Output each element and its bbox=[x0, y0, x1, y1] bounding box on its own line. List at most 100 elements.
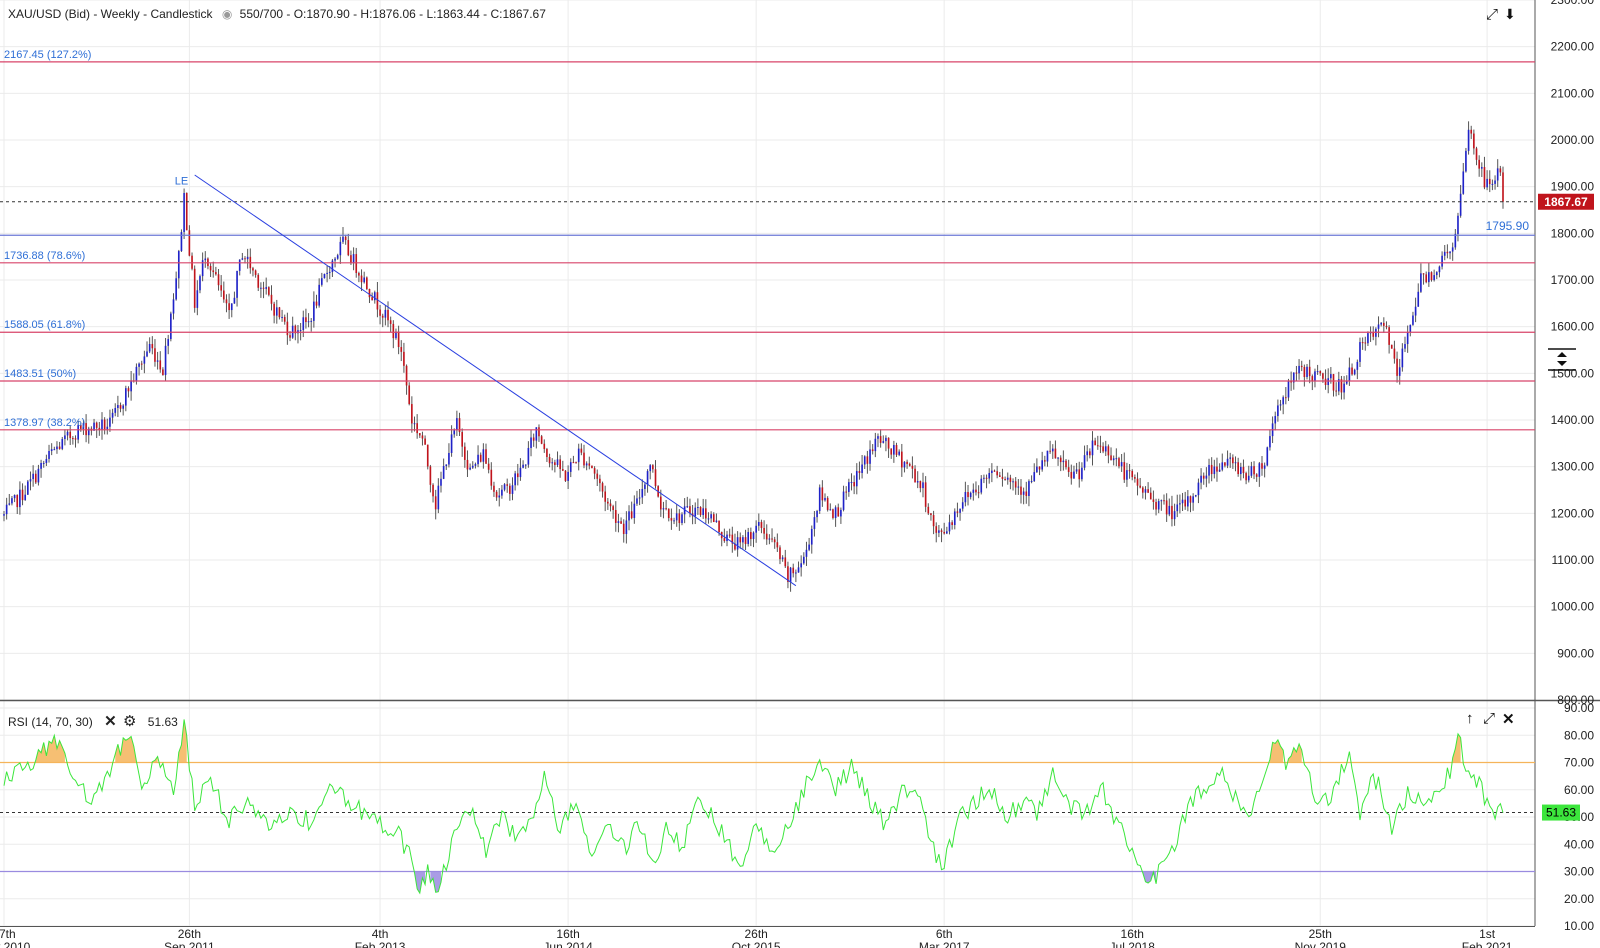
candle-body bbox=[363, 277, 366, 283]
x-axis-label-day: 17th bbox=[0, 927, 16, 941]
candle-body bbox=[546, 448, 548, 458]
candle-body bbox=[429, 466, 432, 485]
candle-body bbox=[739, 537, 742, 543]
candle-body bbox=[1332, 374, 1335, 391]
candle-body bbox=[278, 307, 281, 318]
candle-body bbox=[877, 436, 879, 439]
candle-body bbox=[421, 435, 424, 439]
rsi-axis-label: 90.00 bbox=[1564, 701, 1594, 715]
candle-body bbox=[535, 427, 538, 441]
candle-body bbox=[765, 533, 768, 540]
candle-body bbox=[975, 489, 977, 493]
candle-body bbox=[1012, 481, 1014, 483]
candle-body bbox=[953, 511, 956, 525]
candle-body bbox=[524, 464, 527, 466]
fib-level-label: 2167.45 (127.2%) bbox=[4, 49, 91, 61]
candle-body bbox=[1232, 457, 1234, 464]
candle-body bbox=[416, 423, 418, 434]
candle-body bbox=[1057, 457, 1059, 459]
candle-body bbox=[789, 567, 792, 582]
candle-body bbox=[538, 427, 540, 437]
candle-body bbox=[450, 434, 453, 453]
candle-body bbox=[1441, 255, 1443, 267]
candle-body bbox=[1073, 471, 1075, 479]
candle-body bbox=[397, 331, 400, 348]
grid bbox=[0, 0, 1535, 927]
candle-body bbox=[1420, 273, 1422, 292]
candle-body bbox=[334, 258, 336, 261]
candle-body bbox=[863, 456, 866, 465]
candle-body bbox=[328, 271, 331, 273]
candle-body bbox=[1306, 366, 1308, 378]
candle-body bbox=[675, 513, 678, 521]
rsi-overbought-fill bbox=[115, 736, 137, 763]
candle-body bbox=[718, 520, 720, 533]
candle-body bbox=[511, 485, 514, 494]
candle-body bbox=[1194, 495, 1197, 497]
candle-body bbox=[1367, 333, 1369, 344]
candle-body bbox=[1422, 273, 1425, 275]
candle-body bbox=[625, 520, 628, 535]
expand-icon[interactable]: ⤢ bbox=[1486, 6, 1499, 23]
eye-icon[interactable]: ◉ bbox=[221, 7, 233, 21]
candle-body bbox=[1128, 470, 1131, 472]
candle-body bbox=[273, 303, 275, 316]
candle-body bbox=[609, 503, 612, 507]
candle-body bbox=[670, 518, 673, 521]
candle-body bbox=[1388, 327, 1390, 345]
download-icon[interactable]: ⬇ bbox=[1504, 6, 1516, 22]
candle-body bbox=[930, 513, 932, 516]
rsi-value-badge-label: 51.63 bbox=[1546, 806, 1576, 820]
candle-body bbox=[601, 483, 604, 492]
candle-body bbox=[140, 363, 143, 365]
candle-body bbox=[728, 534, 731, 536]
candle-body bbox=[1245, 473, 1247, 481]
candle-body bbox=[477, 454, 479, 465]
close-icon[interactable]: ✕ bbox=[104, 713, 117, 730]
candle-body bbox=[117, 405, 119, 409]
candle-body bbox=[445, 464, 448, 467]
candle-body bbox=[1401, 348, 1404, 368]
candle-body bbox=[1340, 379, 1343, 393]
close-icon[interactable]: ✕ bbox=[1502, 711, 1515, 728]
candle-body bbox=[1473, 133, 1475, 149]
candle-body bbox=[893, 445, 895, 455]
fib-level-label: 1588.05 (61.8%) bbox=[4, 319, 85, 331]
candle-body bbox=[130, 380, 132, 392]
candle-body bbox=[585, 463, 588, 466]
candle-body bbox=[850, 482, 853, 484]
scale-icon-arrows bbox=[1557, 352, 1567, 366]
candle-body bbox=[662, 508, 665, 510]
candle-body bbox=[1131, 471, 1134, 478]
candle-body bbox=[21, 489, 24, 501]
candle-body bbox=[61, 439, 64, 449]
candle-body bbox=[275, 307, 278, 316]
candle-body bbox=[1086, 451, 1089, 456]
candle-body bbox=[710, 514, 712, 519]
x-axis-label-month: May 2010 bbox=[0, 940, 31, 948]
candle-body bbox=[554, 462, 556, 465]
candle-body bbox=[5, 504, 8, 515]
candle-body bbox=[252, 268, 254, 271]
candle-body bbox=[215, 272, 217, 275]
candle-body bbox=[1094, 440, 1096, 446]
candle-body bbox=[1359, 342, 1361, 362]
candle-body bbox=[461, 432, 463, 447]
candle-body bbox=[548, 457, 551, 464]
move-up-icon[interactable]: ↑ bbox=[1466, 710, 1474, 727]
candle-body bbox=[998, 475, 1001, 477]
candle-body bbox=[1277, 405, 1279, 417]
candle-body bbox=[366, 277, 368, 290]
candle-body bbox=[810, 528, 813, 545]
scale-icon bbox=[1548, 348, 1576, 371]
expand-icon[interactable]: ⤢ bbox=[1483, 710, 1496, 727]
candle-body bbox=[474, 464, 477, 466]
candle-body bbox=[607, 501, 609, 504]
candle-body bbox=[19, 489, 21, 508]
price-axis-label: 2100.00 bbox=[1551, 86, 1595, 100]
candle-body bbox=[1372, 332, 1375, 337]
candle-body bbox=[659, 496, 662, 510]
candle-body bbox=[652, 465, 654, 470]
gear-icon[interactable]: ⚙ bbox=[122, 713, 137, 730]
